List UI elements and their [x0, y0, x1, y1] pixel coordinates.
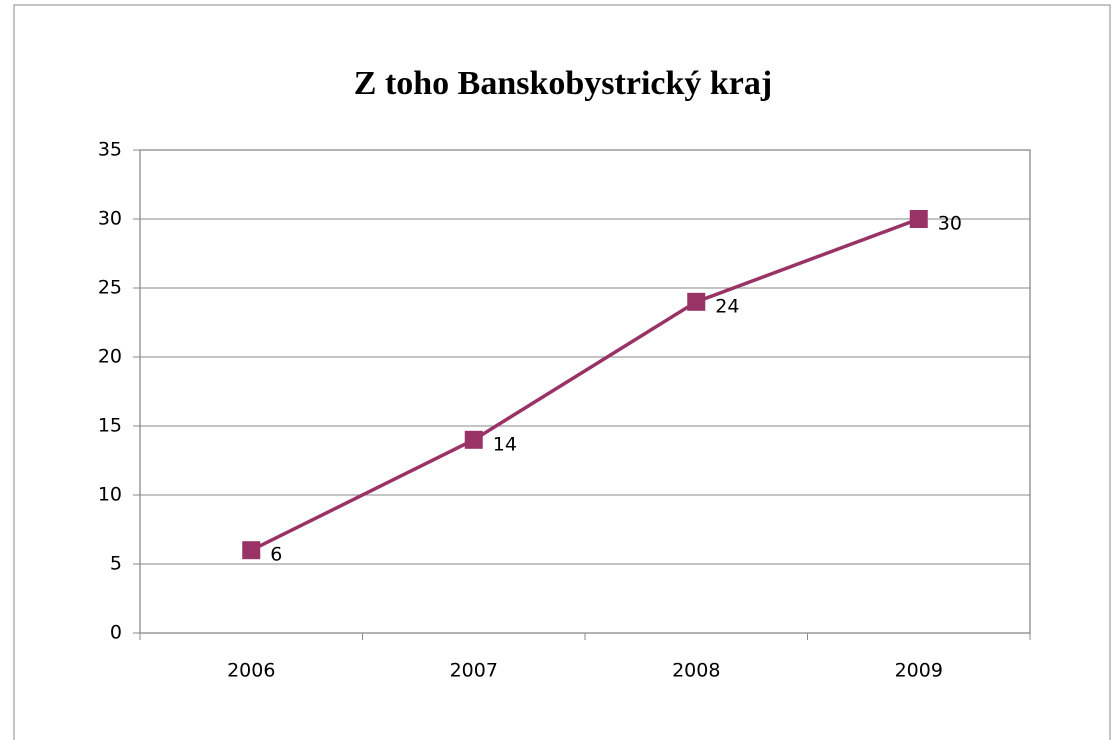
data-label: 24	[715, 295, 739, 317]
x-tick-label: 2006	[227, 660, 275, 682]
line	[250, 217, 920, 552]
data-label: 30	[938, 213, 962, 235]
y-tick-label: 15	[98, 415, 122, 437]
data-label: 14	[493, 433, 517, 455]
y-tick-label: 25	[98, 277, 122, 299]
x-tick-label: 2007	[450, 660, 498, 682]
marker	[242, 541, 261, 560]
marker	[464, 430, 483, 449]
y-tick-label: 35	[98, 139, 122, 161]
x-tick-label: 2008	[672, 660, 720, 682]
data-label: 6	[270, 544, 282, 566]
chart-title: Z toho Banskobystrický kraj	[354, 65, 772, 102]
chart-border	[13, 4, 1111, 740]
y-tick-label: 0	[110, 622, 122, 644]
y-tick-label: 30	[98, 208, 122, 230]
y-tick-label: 10	[98, 484, 122, 506]
marker	[687, 292, 706, 311]
x-tick-label: 2009	[895, 660, 943, 682]
y-tick-label: 20	[98, 346, 122, 368]
marker	[909, 210, 928, 228]
y-tick-label: 5	[110, 553, 122, 575]
